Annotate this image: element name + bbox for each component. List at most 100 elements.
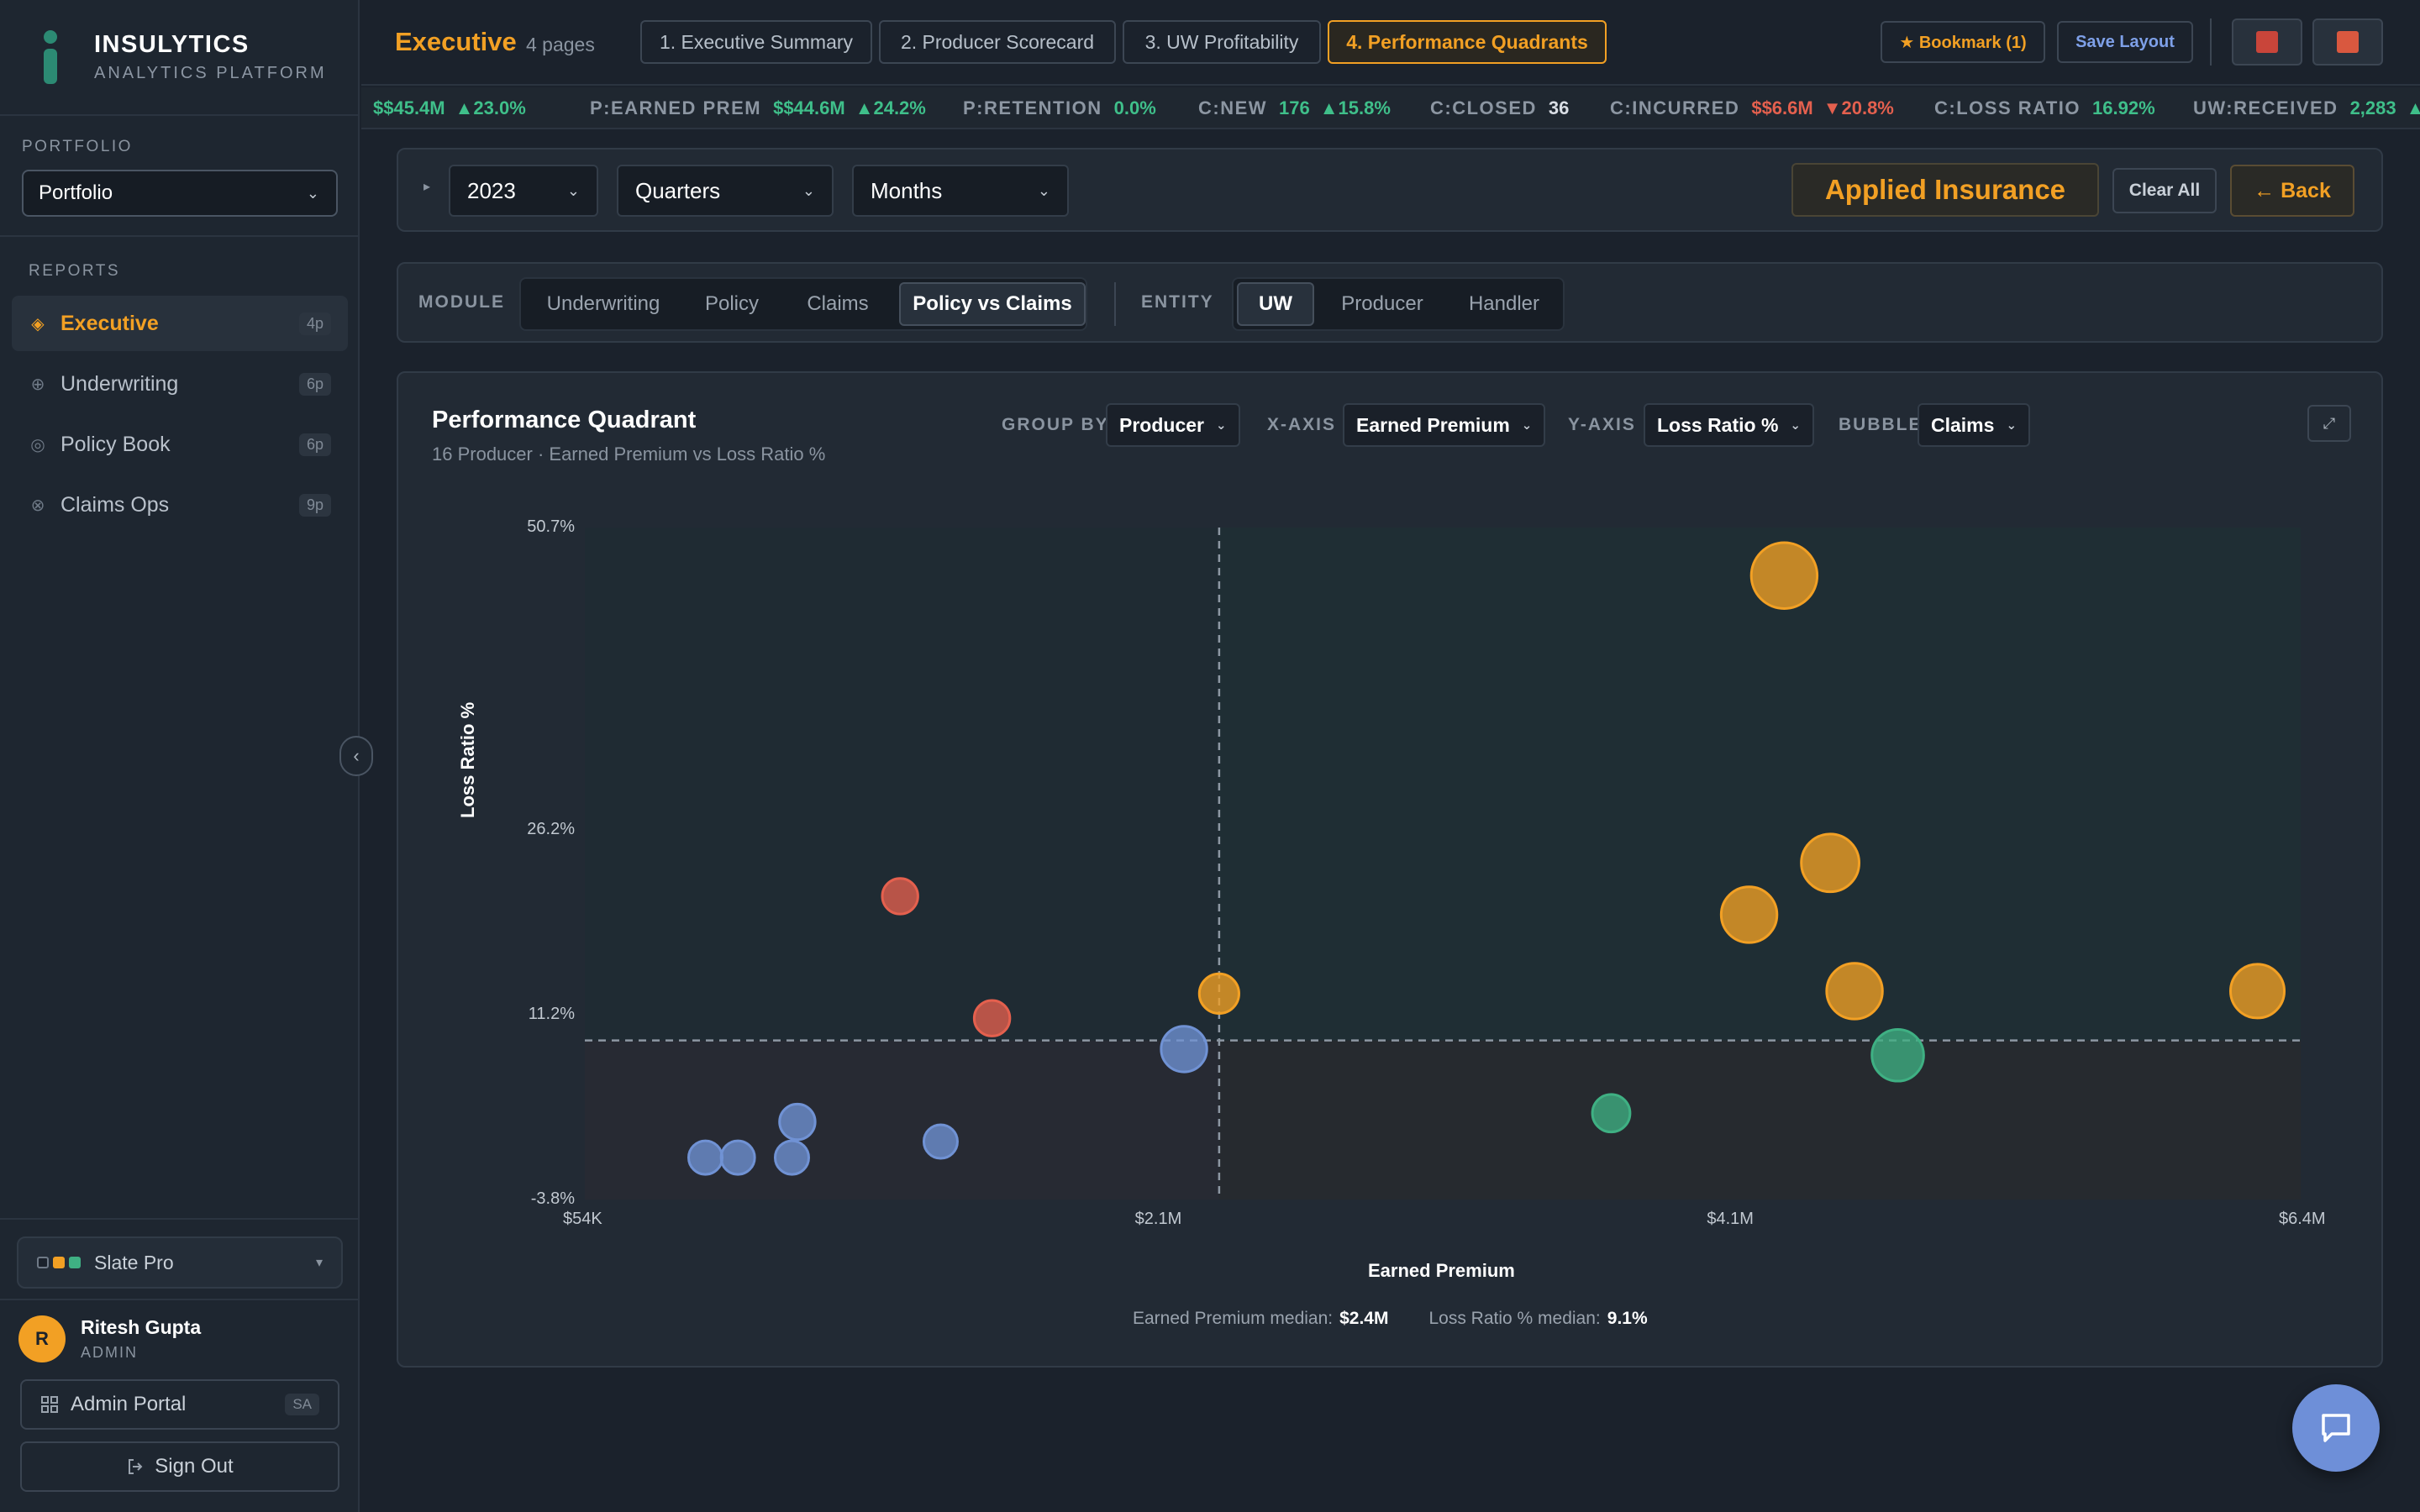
ticker-value: $$44.6M [773,97,845,118]
year-select[interactable]: 2023 ⌄ [449,165,598,217]
ticker-value: 16.92% [2092,97,2155,118]
y-axis-select[interactable]: Loss Ratio % ⌄ [1644,403,1814,447]
bubble-select[interactable]: Claims ⌄ [1918,403,2031,447]
x-axis-select[interactable]: Earned Premium ⌄ [1343,403,1546,447]
chevron-down-icon: ⌄ [1037,181,1050,199]
tab-uw-profitability[interactable]: 3. UW Profitability [1123,20,1321,64]
module-option-claims[interactable]: Claims [783,282,892,326]
admin-badge: SA [285,1394,319,1415]
ticker-item: C:INCURRED $$6.6M ▼20.8% [1610,97,1894,119]
chat-button[interactable] [2292,1384,2380,1472]
y-axis-label: Y-AXIS [1568,415,1636,434]
quadrant-bottom-left [585,1040,1219,1200]
divider [0,1299,360,1300]
entity-option-uw[interactable]: UW [1237,282,1314,326]
y-tick-label: 11.2% [528,1004,575,1023]
ticker-item: $$45.4M ▲23.0% [361,97,526,119]
group-by-label: GROUP BY [1002,415,1109,434]
portfolio-select[interactable]: Portfolio ⌄ [22,170,338,217]
export-pdf-button[interactable] [2232,18,2302,66]
period-select[interactable]: Quarters ⌄ [617,165,834,217]
company-label: Applied Insurance [1791,163,2099,217]
page-count-badge: 4p [298,312,331,335]
collapse-sidebar-button[interactable]: ‹ [339,736,373,776]
tab-label: 3. UW Profitability [1144,30,1299,53]
ticker-change: ▲15.8% [1319,97,1391,118]
user-role: ADMIN [81,1344,138,1361]
export-ppt-button[interactable] [2312,18,2383,66]
sidebar-item-executive[interactable]: ◈ Executive 4p [12,296,348,351]
module-option-underwriting[interactable]: Underwriting [526,282,681,326]
divider [0,1218,360,1220]
entity-option-producer[interactable]: Producer [1321,282,1444,326]
kpi-ticker: $$45.4M ▲23.0% P:EARNED PREM $$44.6M ▲24… [361,87,2420,129]
ticker-item: P:EARNED PREM $$44.6M ▲24.2% [590,97,926,119]
entity-option-label: Handler [1468,292,1540,315]
quadrant-chart [585,528,2301,1200]
bubble-point [1719,885,1779,944]
tab-performance-quadrants[interactable]: 4. Performance Quadrants [1328,20,1607,64]
ticker-key: UW:RECEIVED [2193,97,2338,118]
chat-icon [2322,1414,2350,1442]
module-option-policy-vs-claims[interactable]: Policy vs Claims [899,282,1086,326]
entity-option-handler[interactable]: Handler [1449,282,1560,326]
median-y-value: 9.1% [1607,1309,1648,1328]
bubble-point [773,1139,810,1176]
back-button[interactable]: ← Back [2230,165,2354,217]
y-tick-label: 26.2% [527,819,575,838]
tab-producer-scorecard[interactable]: 2. Producer Scorecard [879,20,1116,64]
module-option-label: Policy [704,292,760,315]
ticker-value: 36 [1548,97,1570,118]
save-layout-button[interactable]: Save Layout [2057,21,2193,63]
divider [0,235,360,237]
expand-chart-button[interactable]: ⤢ [2307,405,2351,442]
granularity-select[interactable]: Months ⌄ [852,165,1069,217]
user-profile[interactable]: R Ritesh Gupta ADMIN [18,1315,201,1362]
chart-title: Performance Quadrant [432,407,697,433]
swatch-icon [53,1257,65,1268]
bookmark-button[interactable]: ★ Bookmark (1) [1881,21,2045,63]
sign-out-button[interactable]: Sign Out [20,1441,339,1492]
admin-portal-button[interactable]: Admin Portal SA [20,1379,339,1430]
cross-circle-icon: ⊗ [30,496,45,515]
tab-label: 4. Performance Quadrants [1346,30,1588,53]
x-tick-label: $2.1M [1134,1210,1182,1228]
year-value: 2023 [467,177,516,203]
bubble-point [1160,1025,1208,1074]
sidebar-item-underwriting[interactable]: ⊕ Underwriting 6p [12,356,348,412]
module-bar: MODULE Underwriting Policy Claims Policy… [397,262,2383,343]
x-tick-label: $4.1M [1707,1210,1754,1228]
sidebar-item-label: Claims Ops [60,492,170,517]
grid-icon [41,1396,58,1413]
sidebar-item-policy-book[interactable]: ◎ Policy Book 6p [12,417,348,472]
ticker-key: P:RETENTION [963,97,1102,118]
expand-filters-icon[interactable]: ▸ [424,180,431,194]
divider [2210,18,2212,66]
page-count: 4 pages [526,34,595,55]
median-summary: Earned Premium median: $2.4M Loss Ratio … [1133,1309,1648,1329]
bubble-point [719,1139,756,1176]
chevron-down-icon: ⌄ [306,184,319,202]
chevron-down-icon: ⌄ [566,181,580,199]
median-x-value: $2.4M [1339,1309,1389,1328]
sidebar-item-label: Underwriting [60,371,179,396]
bubble-point [1197,972,1240,1015]
sidebar-item-claims-ops[interactable]: ⊗ Claims Ops 9p [12,477,348,533]
tab-executive-summary[interactable]: 1. Executive Summary [640,20,872,64]
entity-option-label: Producer [1341,292,1423,315]
chevron-down-icon: ⌄ [1215,418,1227,433]
ticker-item: P:RETENTION 0.0% [963,97,1166,119]
theme-select[interactable]: Slate Pro ▾ [17,1236,343,1289]
bubble-point [1749,541,1819,610]
module-segmented-control: Underwriting Policy Claims Policy vs Cla… [519,277,1087,331]
swatch-icon [69,1257,81,1268]
ticker-item: C:LOSS RATIO 16.92% [1934,97,2165,119]
clear-all-button[interactable]: Clear All [2112,168,2217,213]
module-option-policy[interactable]: Policy [686,282,778,326]
page-count-badge: 6p [298,372,331,396]
ticker-value: 176 [1279,97,1310,118]
y-axis-title: Loss Ratio % [457,701,478,818]
portfolio-value: Portfolio [39,181,113,204]
group-by-select[interactable]: Producer ⌄ [1106,403,1240,447]
brand-subtitle: ANALYTICS PLATFORM [94,64,327,82]
